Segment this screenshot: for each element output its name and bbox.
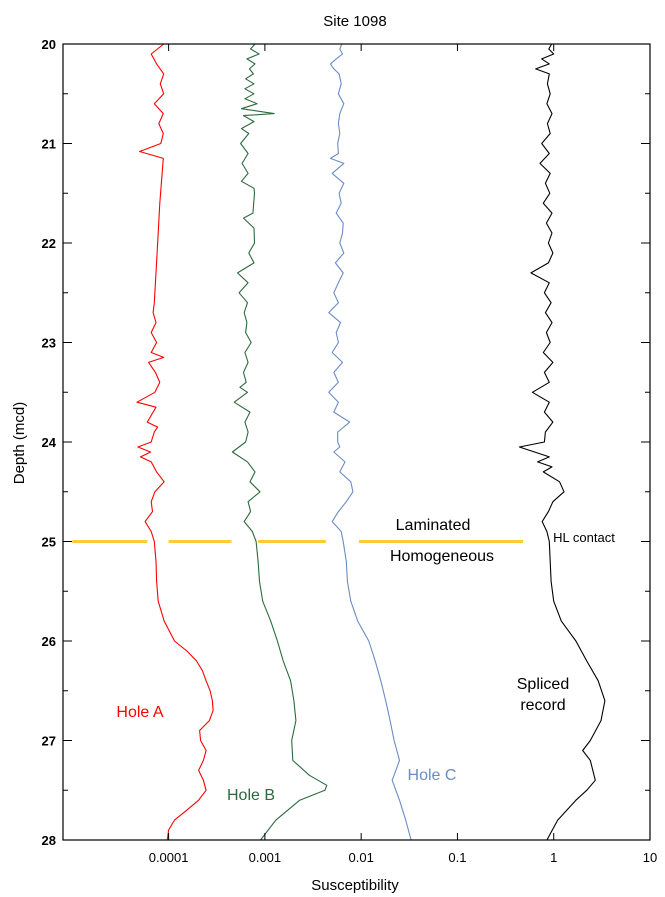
- hole-c-label: Hole C: [408, 767, 457, 784]
- x-tick-label: 1: [550, 850, 557, 865]
- series-line-spliced-record: [518, 43, 606, 841]
- y-tick-label: 28: [42, 833, 56, 848]
- y-tick-label: 23: [42, 336, 56, 351]
- homogeneous-label: Homogeneous: [390, 548, 494, 565]
- y-tick-label: 20: [42, 37, 56, 52]
- spliced-record-label-line-1: Spliced: [517, 676, 569, 693]
- series-line-hole-b: [231, 43, 328, 841]
- y-tick-label: 25: [42, 535, 56, 550]
- spliced-record-label-line-2: record: [520, 697, 565, 714]
- x-tick-label: 0.1: [448, 850, 466, 865]
- hole-b-label: Hole B: [227, 787, 275, 804]
- x-tick-label: 0.01: [349, 850, 374, 865]
- y-tick-label: 21: [42, 137, 56, 152]
- hl-contact-label: HL contact: [553, 530, 615, 545]
- hole-a-label: Hole A: [116, 704, 163, 721]
- axes: 0.0001 0.001 0.01 0.1 1 10 20 21 22 23 24 25 26 27 28: [42, 37, 658, 865]
- x-tick-label: 0.0001: [149, 850, 189, 865]
- x-tick-label: 0.001: [249, 850, 282, 865]
- x-tick-label: 10: [643, 850, 657, 865]
- series-lines: [136, 43, 606, 841]
- annotations: Hole A Hole B Hole C Spliced record Lami…: [116, 517, 615, 804]
- y-axis-label: Depth (mcd): [11, 402, 28, 485]
- y-tick-label: 26: [42, 634, 56, 649]
- y-tick-label: 24: [42, 435, 57, 450]
- y-tick-label: 27: [42, 734, 56, 749]
- y-tick-label: 22: [42, 236, 56, 251]
- chart-title: Site 1098: [323, 13, 386, 30]
- series-line-hole-c: [328, 43, 412, 841]
- series-line-hole-a: [136, 43, 214, 841]
- x-axis-label: Susceptibility: [311, 877, 399, 894]
- laminated-label: Laminated: [396, 517, 471, 534]
